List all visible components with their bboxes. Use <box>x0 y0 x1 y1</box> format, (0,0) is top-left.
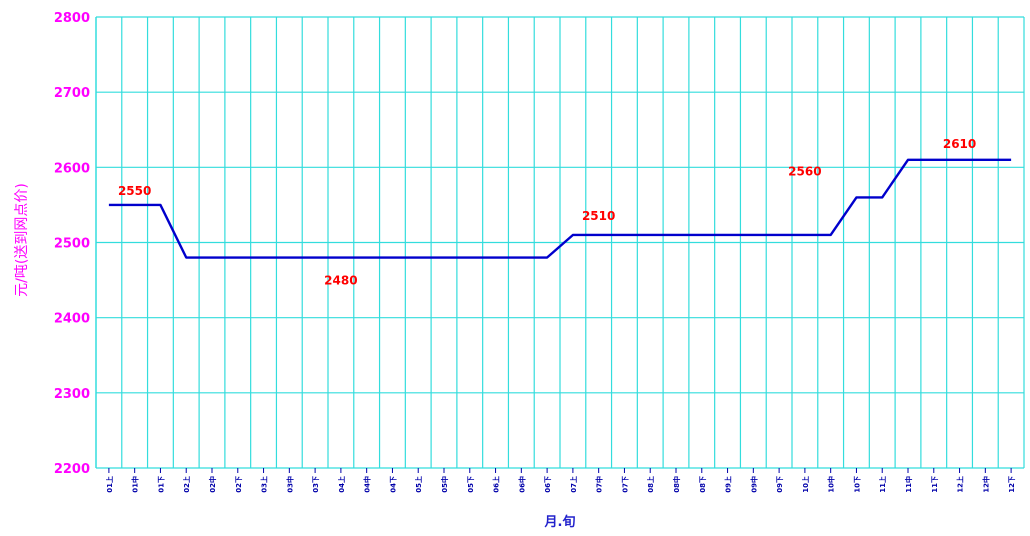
x-tick-label: 05中 <box>440 476 449 493</box>
x-tick-label: 03中 <box>285 476 294 493</box>
grid-lines <box>95 16 1025 469</box>
y-tick-label: 2400 <box>54 312 90 327</box>
data-labels: 2550 2480 2510 2560 2610 <box>118 137 976 288</box>
x-tick-label: 11中 <box>904 476 913 493</box>
x-tick-label: 06中 <box>517 476 526 493</box>
data-label: 2510 <box>582 209 615 223</box>
data-label: 2560 <box>788 164 821 178</box>
x-tick-label: 09下 <box>776 476 784 493</box>
x-tick-label: 02中 <box>208 476 217 493</box>
x-tick-label: 05下 <box>467 476 475 493</box>
x-tick-label: 02上 <box>182 476 191 493</box>
y-tick-label: 2800 <box>54 11 90 26</box>
y-axis-ticks: 2200 2300 2400 2500 2600 2700 2800 <box>54 11 90 477</box>
y-tick-label: 2600 <box>54 161 90 176</box>
y-tick-label: 2300 <box>54 387 90 402</box>
x-axis-ticks: 01上 01中 01下 02上 02中 02下 03上 03中 03下 04上 04中 04下 05上 0… <box>105 468 1016 493</box>
x-tick-label: 12中 <box>981 476 990 493</box>
data-label: 2610 <box>943 137 976 151</box>
x-tick-label: 04上 <box>337 476 346 493</box>
x-tick-label: 06上 <box>492 476 501 493</box>
data-label: 2550 <box>118 184 151 198</box>
x-tick-label: 03上 <box>260 476 269 493</box>
price-series-line <box>108 158 1012 259</box>
x-tick-label: 04下 <box>389 476 397 493</box>
x-tick-label: 12上 <box>956 476 965 493</box>
x-tick-label: 02下 <box>235 476 243 493</box>
x-tick-label: 10上 <box>801 476 810 493</box>
x-tick-label: 03下 <box>312 476 320 493</box>
x-tick-label: 11上 <box>878 476 887 493</box>
x-tick-label: 01上 <box>105 476 114 493</box>
x-tick-label: 05上 <box>414 476 423 493</box>
x-tick-label: 06下 <box>544 476 552 493</box>
x-tick-label: 07中 <box>595 476 604 493</box>
x-tick-label: 09中 <box>749 476 758 493</box>
x-tick-label: 07下 <box>621 476 629 493</box>
x-tick-label: 10下 <box>853 476 861 493</box>
y-tick-label: 2700 <box>54 86 90 101</box>
y-axis-title: 元/吨(送到网点价) <box>14 183 30 297</box>
x-tick-label: 07上 <box>569 476 578 493</box>
x-tick-label: 08下 <box>699 476 707 493</box>
x-tick-label: 11下 <box>931 476 939 493</box>
x-tick-label: 10中 <box>827 476 836 493</box>
x-axis-title: 月.旬 <box>544 514 576 530</box>
x-tick-label: 04中 <box>363 476 372 493</box>
data-label: 2480 <box>324 274 357 288</box>
x-tick-label: 09上 <box>724 476 733 493</box>
x-tick-label: 12下 <box>1008 476 1016 493</box>
x-tick-label: 01中 <box>131 476 140 493</box>
x-tick-label: 01下 <box>157 476 165 493</box>
y-tick-label: 2200 <box>54 462 90 477</box>
series-line <box>108 158 1012 259</box>
x-tick-label: 08中 <box>672 476 681 493</box>
y-tick-label: 2500 <box>54 237 90 252</box>
x-tick-label: 08上 <box>646 476 655 493</box>
